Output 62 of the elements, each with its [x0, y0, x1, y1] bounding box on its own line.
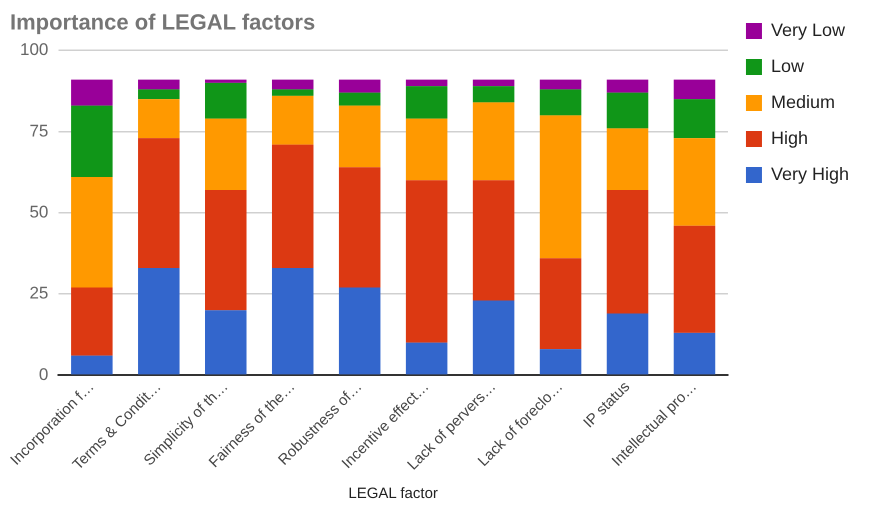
- bar: [71, 356, 113, 374]
- bar: [674, 332, 716, 374]
- bar: [606, 313, 648, 374]
- bar: [338, 287, 380, 374]
- bar: [138, 138, 180, 268]
- bar: [71, 106, 113, 178]
- bar: [205, 80, 247, 83]
- bar: [406, 86, 448, 119]
- bar: [472, 300, 514, 374]
- bar: [406, 118, 448, 180]
- bar: [138, 80, 180, 90]
- bar: [674, 226, 716, 333]
- bar: [338, 92, 380, 106]
- bar: [272, 89, 314, 96]
- y-tick-label: 50: [29, 202, 48, 222]
- bar: [406, 80, 448, 86]
- bar: [272, 144, 314, 268]
- bar: [71, 80, 113, 106]
- bar: [674, 99, 716, 138]
- legend-label: High: [770, 128, 808, 148]
- legend-label: Low: [770, 56, 805, 76]
- bar: [674, 80, 716, 100]
- bar: [540, 80, 582, 90]
- y-tick-label: 75: [29, 121, 48, 140]
- bar: [406, 180, 448, 343]
- bar: [674, 138, 716, 226]
- bar: [472, 80, 514, 86]
- bar: [338, 167, 380, 288]
- bar: [138, 99, 180, 138]
- bar: [540, 89, 582, 116]
- bar: [540, 258, 582, 350]
- bar: [606, 190, 648, 314]
- bar: [606, 128, 648, 190]
- legend-label: Medium: [770, 92, 835, 112]
- y-tick-label: 100: [20, 40, 48, 60]
- bar: [205, 82, 247, 119]
- bar: [272, 268, 314, 374]
- bar: [540, 115, 582, 258]
- bar: [472, 180, 514, 300]
- bar: [606, 80, 648, 93]
- bar: [71, 177, 113, 288]
- bar: [71, 287, 113, 356]
- bar: [540, 349, 582, 374]
- chart-title: Importance of LEGAL factors: [10, 9, 316, 34]
- bar: [606, 92, 648, 128]
- bar: [138, 268, 180, 374]
- bar: [272, 96, 314, 145]
- y-tick-label: 25: [29, 284, 48, 303]
- bar: [205, 118, 247, 190]
- y-tick-label: 0: [38, 364, 48, 384]
- bar: [338, 80, 380, 93]
- x-axis-title: LEGAL factor: [348, 485, 438, 502]
- legend-label: Very Low: [770, 20, 846, 40]
- bar: [138, 89, 180, 100]
- bar: [338, 106, 380, 168]
- bar: [205, 310, 247, 374]
- bar: [472, 86, 514, 102]
- bar: [406, 342, 448, 374]
- bar: [272, 80, 314, 90]
- bar: [472, 102, 514, 180]
- legend-label: Very High: [770, 164, 850, 184]
- bar: [205, 190, 247, 310]
